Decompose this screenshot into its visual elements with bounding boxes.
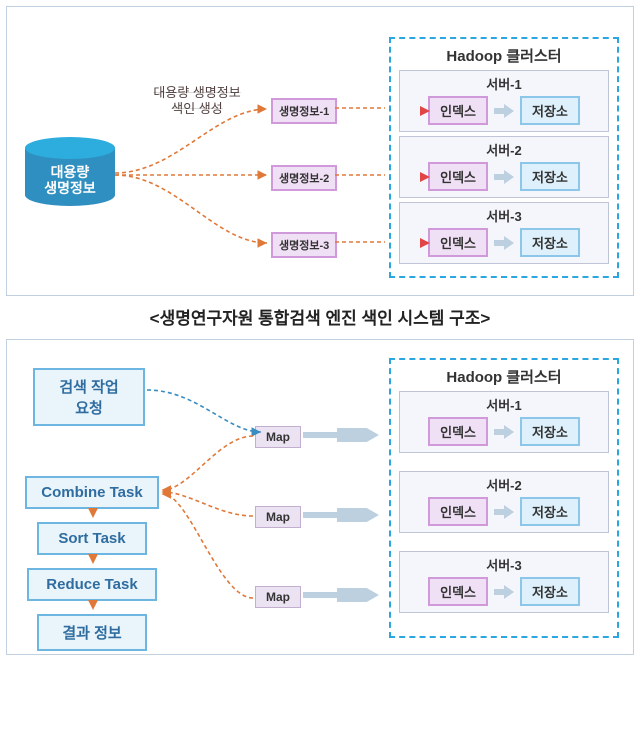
store-box: 저장소 xyxy=(520,162,580,191)
index-box: 인덱스 xyxy=(428,417,488,446)
red-arrow-icon xyxy=(420,106,430,116)
server-bot-1: 서버-1 인덱스 저장소 xyxy=(399,391,609,453)
server-bot-2: 서버-2 인덱스 저장소 xyxy=(399,471,609,533)
task-sort: Sort Task xyxy=(37,522,147,555)
split-node-2: 생명정보-2 xyxy=(271,165,337,191)
arrow-request-to-map xyxy=(147,384,267,444)
task-combine: Combine Task xyxy=(25,476,159,509)
server-title: 서버-1 xyxy=(406,74,602,93)
red-arrow-icon xyxy=(420,238,430,248)
arrow-icon xyxy=(494,170,514,184)
server-title: 서버-3 xyxy=(406,206,602,225)
server-title: 서버-2 xyxy=(406,140,602,159)
index-box: 인덱스 xyxy=(428,228,488,257)
down-arrow-1 xyxy=(87,508,99,522)
store-box: 저장소 xyxy=(520,228,580,257)
map-node-1: Map xyxy=(255,426,301,448)
arrow-map2-to-idx xyxy=(303,508,379,522)
server-top-1: 서버-1 인덱스 저장소 xyxy=(399,70,609,132)
down-arrow-2 xyxy=(87,554,99,568)
hadoop-cluster-top: Hadoop 클러스터 서버-1 인덱스 저장소 서버-2 인덱스 저장소 xyxy=(389,37,619,278)
source-db: 대용량 생명정보 xyxy=(25,137,115,206)
down-arrow-3 xyxy=(87,600,99,614)
server-title: 서버-2 xyxy=(406,475,602,494)
store-box: 저장소 xyxy=(520,497,580,526)
server-top-3: 서버-3 인덱스 저장소 xyxy=(399,202,609,264)
server-top-2: 서버-2 인덱스 저장소 xyxy=(399,136,609,198)
split-node-1: 생명정보-1 xyxy=(271,98,337,124)
hadoop-cluster-bottom: Hadoop 클러스터 서버-1 인덱스 저장소 서버-2 인덱스 저장소 서버… xyxy=(389,358,619,638)
arrow-src-to-2 xyxy=(115,167,273,187)
annotation-text: 대용량 생명정보 색인 생성 xyxy=(137,85,257,118)
arrow-mini-1 xyxy=(335,101,387,115)
cluster-title-bottom: Hadoop 클러스터 xyxy=(399,366,609,387)
split-node-3: 생명정보-3 xyxy=(271,232,337,258)
arrow-map2-to-combine xyxy=(159,488,259,522)
server-bot-3: 서버-3 인덱스 저장소 xyxy=(399,551,609,613)
server-title: 서버-1 xyxy=(406,395,602,414)
arrow-icon xyxy=(494,236,514,250)
map-node-2: Map xyxy=(255,506,301,528)
arrow-icon xyxy=(494,505,514,519)
task-request: 검색 작업 요청 xyxy=(33,368,145,426)
arrow-map3-to-idx xyxy=(303,588,379,602)
cluster-title-top: Hadoop 클러스터 xyxy=(399,45,609,66)
arrow-map3-to-combine xyxy=(159,490,259,610)
store-box: 저장소 xyxy=(520,417,580,446)
arrow-icon xyxy=(494,425,514,439)
arrow-map1-to-combine xyxy=(159,432,259,502)
index-label: 인덱스 xyxy=(440,170,476,185)
caption: <생명연구자원 통합검색 엔진 색인 시스템 구조> xyxy=(6,304,634,329)
task-reduce: Reduce Task xyxy=(27,568,157,601)
arrow-mini-2 xyxy=(335,168,387,182)
arrow-map1-to-idx xyxy=(303,428,379,442)
arrow-mini-3 xyxy=(335,235,387,249)
server-title: 서버-3 xyxy=(406,555,602,574)
index-box: 인덱스 xyxy=(428,497,488,526)
red-arrow-icon xyxy=(420,172,430,182)
arrow-src-to-3 xyxy=(115,167,273,257)
store-box: 저장소 xyxy=(520,96,580,125)
search-panel: 검색 작업 요청 Combine Task Sort Task Reduce T… xyxy=(6,339,634,655)
map-node-3: Map xyxy=(255,586,301,608)
indexing-panel: 대용량 생명정보 대용량 생명정보 색인 생성 생명정보-1 생명정보-2 생명… xyxy=(6,6,634,296)
index-label: 인덱스 xyxy=(440,236,476,251)
task-result: 결과 정보 xyxy=(37,614,147,651)
arrow-icon xyxy=(494,104,514,118)
index-box: 인덱스 xyxy=(428,162,488,191)
store-box: 저장소 xyxy=(520,577,580,606)
index-box: 인덱스 xyxy=(428,577,488,606)
index-label: 인덱스 xyxy=(440,104,476,119)
arrow-icon xyxy=(494,585,514,599)
index-box: 인덱스 xyxy=(428,96,488,125)
